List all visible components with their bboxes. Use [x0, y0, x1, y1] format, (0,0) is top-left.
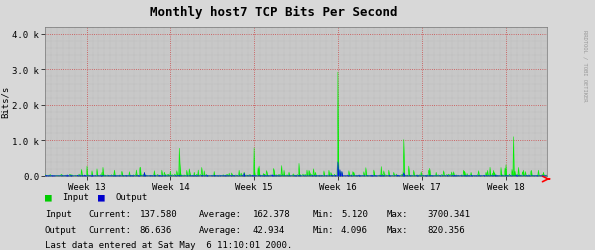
Text: ■: ■ [98, 191, 105, 201]
Text: Average:: Average: [199, 209, 242, 218]
Y-axis label: Bits/s: Bits/s [1, 86, 10, 118]
Text: 86.636: 86.636 [140, 225, 172, 234]
Text: Max:: Max: [387, 209, 408, 218]
Text: Current:: Current: [88, 209, 131, 218]
Text: 3700.341: 3700.341 [427, 209, 470, 218]
Text: Output: Output [45, 225, 77, 234]
Text: Input: Input [45, 209, 71, 218]
Text: RRDTOOL / TOBI OETIKER: RRDTOOL / TOBI OETIKER [583, 30, 587, 101]
Text: Output: Output [115, 192, 148, 201]
Text: Average:: Average: [199, 225, 242, 234]
Text: 137.580: 137.580 [140, 209, 177, 218]
Text: 162.378: 162.378 [253, 209, 290, 218]
Text: ■: ■ [45, 191, 51, 201]
Text: Input: Input [62, 192, 89, 201]
Text: Max:: Max: [387, 225, 408, 234]
Text: Monthly host7 TCP Bits Per Second: Monthly host7 TCP Bits Per Second [150, 6, 397, 19]
Text: Min:: Min: [312, 225, 334, 234]
Text: Last data entered at Sat May  6 11:10:01 2000.: Last data entered at Sat May 6 11:10:01 … [45, 240, 292, 249]
Text: 42.934: 42.934 [253, 225, 285, 234]
Text: Min:: Min: [312, 209, 334, 218]
Text: 4.096: 4.096 [341, 225, 368, 234]
Text: 820.356: 820.356 [427, 225, 465, 234]
Text: Current:: Current: [88, 225, 131, 234]
Text: 5.120: 5.120 [341, 209, 368, 218]
